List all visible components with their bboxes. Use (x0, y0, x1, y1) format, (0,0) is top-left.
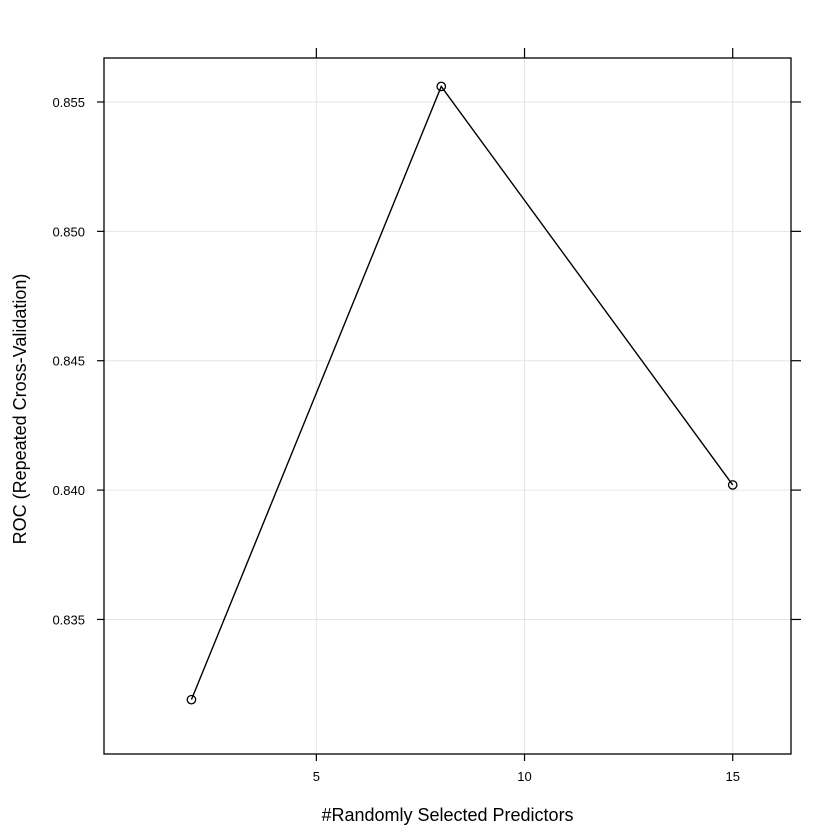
x-tick-label: 15 (725, 769, 739, 784)
x-axis-title: #Randomly Selected Predictors (321, 805, 573, 825)
y-tick-label: 0.835 (52, 612, 85, 627)
ticks: 5 10 15 0.835 0.840 0.845 0.850 0.855 (52, 48, 801, 784)
data-point (727, 480, 738, 490)
data-point (436, 81, 447, 92)
series-layer (186, 81, 738, 705)
y-tick-label: 0.845 (52, 354, 85, 369)
x-tick-label: 5 (313, 769, 320, 784)
y-tick-label: 0.840 (52, 483, 85, 498)
x-tick-label: 10 (517, 769, 531, 784)
plot-frame (103, 57, 792, 755)
y-tick-label: 0.855 (52, 95, 85, 110)
data-point (186, 694, 197, 705)
y-tick-label: 0.850 (52, 224, 85, 239)
series-line (190, 85, 734, 700)
y-axis-title: ROC (Repeated Cross-Validation) (10, 274, 30, 545)
grid (104, 58, 791, 754)
